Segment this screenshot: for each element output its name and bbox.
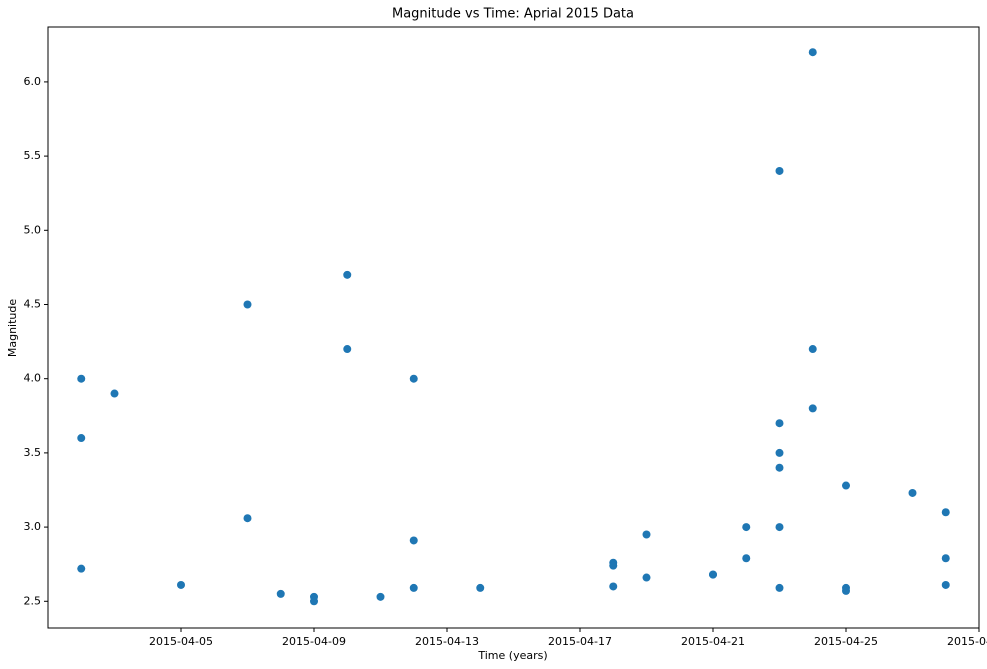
point (742, 554, 751, 563)
x-tick-label: 2015-04-05 (149, 635, 213, 648)
y-axis-label: Magnitude (6, 299, 19, 358)
point (842, 481, 850, 490)
plot-frame (47, 26, 980, 629)
point (842, 586, 850, 595)
point (808, 404, 817, 413)
point (409, 583, 418, 592)
x-axis-label: Time (years) (477, 649, 547, 662)
point (941, 554, 950, 563)
point (808, 345, 817, 354)
point (77, 434, 86, 443)
point (642, 573, 651, 582)
point (77, 374, 86, 383)
point (110, 389, 119, 398)
point (742, 523, 751, 532)
point (941, 580, 950, 589)
point (409, 374, 418, 383)
y-tick-label: 5.5 (24, 149, 42, 162)
point (77, 564, 86, 573)
point (177, 580, 185, 589)
x-tick-label: 2015-04-25 (814, 635, 878, 648)
point (609, 561, 618, 570)
y-tick-label: 3.5 (24, 446, 42, 459)
point (808, 48, 817, 57)
point (775, 448, 784, 457)
point (775, 419, 784, 428)
x-tick-label: 2015-04-09 (282, 635, 346, 648)
y-tick-label: 5.0 (24, 223, 42, 236)
point (409, 536, 418, 545)
y-tick-label: 4.5 (24, 297, 42, 310)
point (476, 583, 485, 592)
point (908, 488, 917, 497)
point (276, 589, 285, 598)
chart-title: Magnitude vs Time: Aprial 2015 Data (392, 7, 634, 22)
point (775, 166, 784, 175)
y-tick-label: 3.0 (24, 520, 42, 533)
x-tick-label: 2015-04-13 (415, 635, 479, 648)
y-tick-label: 2.5 (24, 594, 42, 607)
point (775, 583, 784, 592)
point (709, 570, 717, 579)
point (343, 270, 352, 279)
point (941, 508, 950, 517)
point (642, 530, 651, 539)
point (243, 300, 252, 309)
x-tick-label: 2015-04-29 (947, 635, 987, 648)
point (376, 592, 385, 601)
point (310, 592, 318, 601)
point (775, 523, 784, 532)
x-tick-label: 2015-04-17 (548, 635, 612, 648)
point (775, 463, 784, 472)
point (343, 345, 352, 354)
y-tick-label: 6.0 (24, 75, 42, 88)
point (609, 582, 618, 591)
x-tick-label: 2015-04-21 (681, 635, 745, 648)
y-tick-label: 4.0 (24, 372, 42, 385)
point (243, 514, 252, 523)
